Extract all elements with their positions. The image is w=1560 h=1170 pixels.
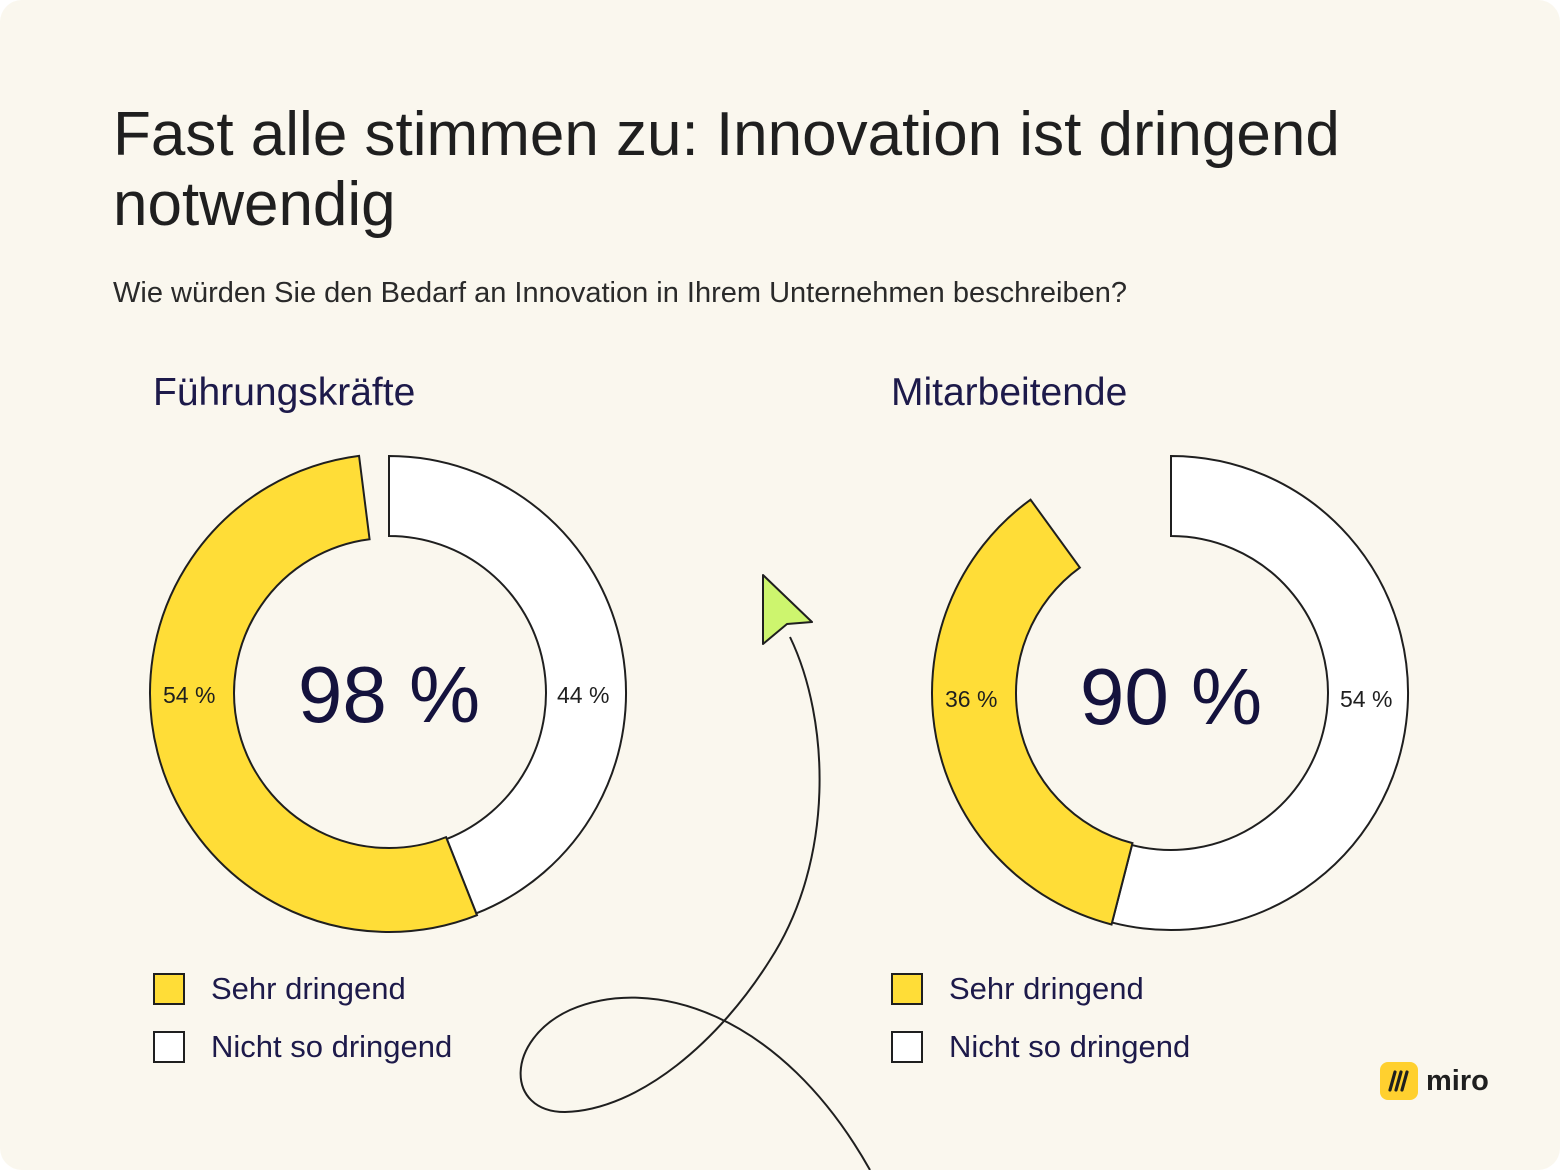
legend-item-nicht-so-dringend-fuehrungskraefte: Nicht so dringend [153,1029,452,1065]
legend-swatch-yellow [153,973,185,1005]
miro-logo: miro [1380,1062,1489,1100]
center-value-mitarbeitende: 90 % [1079,652,1263,741]
slice-label-sehr-dringend-fuehrungskraefte: 54 % [163,682,216,708]
legend-item-sehr-dringend-fuehrungskraefte: Sehr dringend [153,971,406,1007]
legend-label: Nicht so dringend [949,1029,1191,1064]
center-value-fuehrungskraefte: 98 % [297,650,481,739]
legend-label: Sehr dringend [949,971,1144,1006]
swirl-line [519,636,871,1170]
legend-label: Sehr dringend [211,971,406,1006]
miro-logo-text: miro [1426,1064,1489,1097]
legend-item-sehr-dringend-mitarbeitende: Sehr dringend [891,971,1144,1007]
miro-logo-icon [1380,1062,1418,1100]
chart-title-fuehrungskraefte: Führungskräfte [153,371,416,414]
slice-label-sehr-dringend-mitarbeitende: 36 % [945,686,998,712]
slice-label-nicht-so-dringend-fuehrungskraefte: 44 % [557,682,610,708]
page-title: Fast alle stimmen zu: Innovation ist dri… [113,100,1340,239]
donut-slice-nicht-so-dringend-fuehrungskraefte [388,454,627,915]
donut-slice-nicht-so-dringend-mitarbeitende [1110,454,1410,931]
legend-item-nicht-so-dringend-mitarbeitende: Nicht so dringend [891,1029,1190,1065]
legend-swatch-white [153,1031,185,1063]
slice-label-nicht-so-dringend-mitarbeitende: 54 % [1340,686,1393,712]
donut-slice-sehr-dringend-fuehrungskraefte [149,454,479,933]
page-subtitle: Wie würden Sie den Bedarf an Innovation … [113,277,1127,309]
chart-title-mitarbeitende: Mitarbeitende [891,371,1128,414]
legend-label: Nicht so dringend [211,1029,453,1064]
donut-slice-sehr-dringend-mitarbeitende [931,498,1134,926]
legend-swatch-yellow [891,973,923,1005]
legend-swatch-white [891,1031,923,1063]
cursor-arrow-icon [762,574,813,645]
